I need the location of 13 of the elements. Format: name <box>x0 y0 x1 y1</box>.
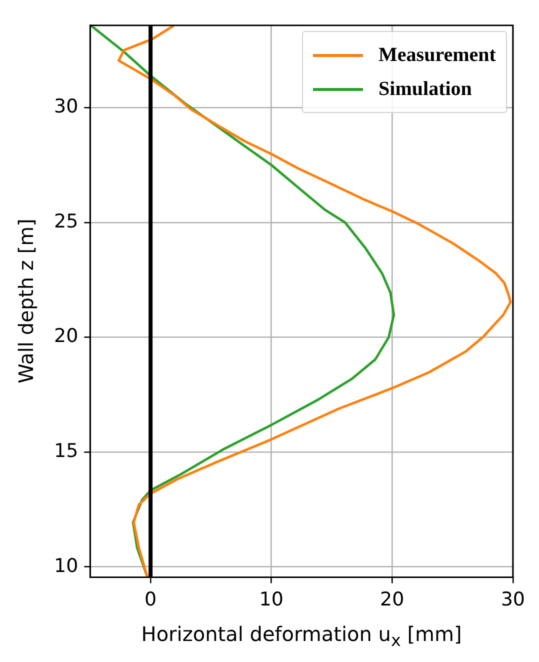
legend-label: Measurement <box>378 43 496 68</box>
y-tick-label: 15 <box>54 440 78 462</box>
y-tick-label: 10 <box>54 554 78 577</box>
x-tick-label: 20 <box>380 588 404 611</box>
y-axis-title: Wall depth z [m] <box>14 218 38 384</box>
y-tick-label: 20 <box>54 325 78 348</box>
legend-label: Simulation <box>378 77 472 102</box>
x-tick-label: 10 <box>259 588 284 611</box>
y-tick-label: 25 <box>54 210 78 232</box>
y-tick-label: 30 <box>54 96 78 118</box>
x-axis-title: Horizontal deformation u$_{x}$ [mm] <box>141 622 462 650</box>
x-tick-label: 30 <box>500 588 526 611</box>
x-tick-label: 0 <box>144 588 157 611</box>
